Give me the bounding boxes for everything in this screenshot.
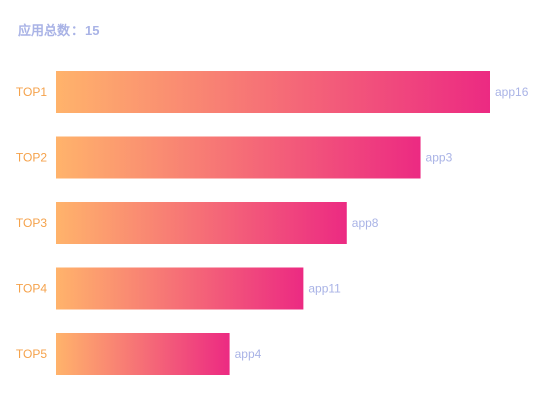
- bar-1[interactable]: [56, 71, 490, 113]
- bar-3[interactable]: [56, 202, 347, 244]
- rank-label-2: TOP2: [16, 151, 47, 165]
- bar-5[interactable]: [56, 333, 230, 375]
- bar-4[interactable]: [56, 267, 304, 310]
- bar-app-label-2: app3: [426, 151, 453, 165]
- rank-label-5: TOP5: [16, 347, 47, 361]
- bars-group: TOP1 app16 TOP2 app3 TOP3 app8 TOP4 app11 TOP5 ap…: [16, 71, 529, 375]
- bar-2[interactable]: [56, 136, 421, 179]
- rank-label-4: TOP4: [16, 282, 47, 296]
- bar-app-label-5: app4: [235, 347, 262, 361]
- total-apps-separator: ：: [71, 23, 85, 38]
- bar-app-label-3: app8: [352, 216, 379, 230]
- bar-app-label-1: app16: [495, 85, 529, 99]
- total-apps-header: 应用总数：15: [18, 20, 100, 39]
- rank-label-3: TOP3: [16, 216, 47, 230]
- bar-app-label-4: app11: [308, 282, 341, 296]
- total-apps-count: 15: [85, 23, 100, 38]
- total-apps-label: 应用总数: [18, 23, 71, 38]
- rank-label-1: TOP1: [16, 85, 47, 99]
